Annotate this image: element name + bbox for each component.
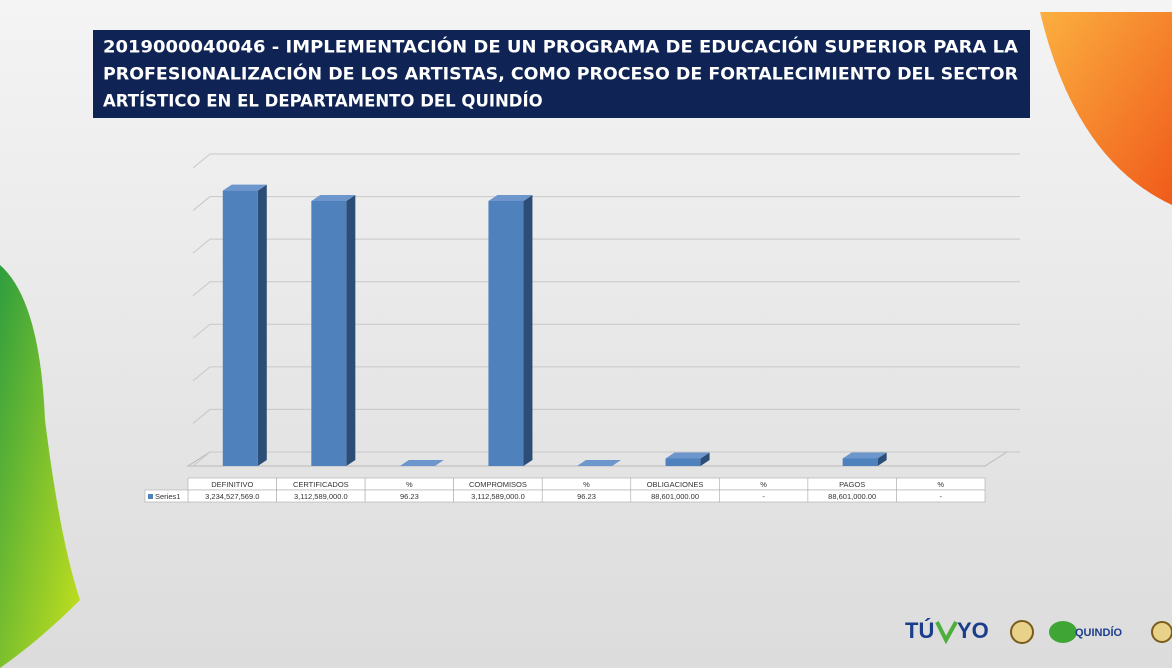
bar-top [577,460,621,466]
title-line: 2019000040046 - IMPLEMENTACIÓN DE UN PRO… [103,38,1018,57]
value-label: - [762,492,765,501]
side-grid-line [192,238,211,254]
logo-text: QUINDÍO [1075,626,1123,639]
legend-cell [144,489,189,503]
side-grid-line [192,323,211,339]
logos: TÚ YO QUINDÍO [905,618,1172,645]
bar [665,458,701,466]
category-label: % [583,480,590,489]
value-label: 3,234,527,569.0 [205,492,259,501]
value-label: 96.23 [577,492,596,501]
value-label: 88,601,000.00 [651,492,699,501]
bar [842,458,878,466]
side-grid-line [192,451,211,467]
side-grid-line [192,366,211,382]
bar-top [842,452,887,459]
bar-side [257,184,267,466]
side-grid-line [192,153,211,169]
bar-top [488,194,533,201]
logo-shape [1049,621,1077,643]
bar [311,200,347,466]
chart: DEFINITIVO 3,234,527,569.0 CERTIFICADOS 3,1… [144,153,1020,503]
title-line: ARTÍSTICO EN EL DEPARTAMENTO DEL QUINDÍO [103,92,543,111]
value-label: 96.23 [400,492,419,501]
logo-mark [935,621,958,645]
value-label: - [939,492,942,501]
bar-top [311,194,356,201]
side-grid-line [192,281,211,297]
bar-side [700,452,710,466]
value-label: 88,601,000.00 [828,492,876,501]
logo-seal [1151,621,1172,643]
table-cell [896,489,986,503]
orange-decoration [1040,12,1172,205]
category-label: OBLIGACIONES [647,480,704,489]
logo-seal [1010,620,1034,644]
bar-top [222,184,267,191]
category-label: DEFINITIVO [211,480,253,489]
bar-top [399,460,444,466]
title-box [93,30,1030,118]
bar-top [665,452,710,459]
logo-text: YO [957,618,989,643]
category-label: COMPROMISOS [469,480,527,489]
legend-swatch [148,494,153,499]
legend-label: Series1 [155,492,180,501]
bar [488,200,524,466]
category-label: % [937,480,944,489]
value-label: 3,112,589,000.0 [471,492,525,501]
side-grid-line [192,196,211,211]
bar-side [877,452,887,466]
side-grid-line [192,409,211,424]
value-label: 3,112,589,000.0 [294,492,348,501]
category-label: PAGOS [839,480,865,489]
category-label: % [760,480,767,489]
bar-side [523,194,533,466]
category-label: % [406,480,413,489]
title-line: PROFESIONALIZACIÓN DE LOS ARTISTAS, COMO… [103,65,1018,84]
bar-side [346,194,356,466]
bar [222,190,258,466]
green-decoration [0,265,80,668]
logo-text: TÚ [905,618,934,643]
category-label: CERTIFICADOS [293,480,349,489]
